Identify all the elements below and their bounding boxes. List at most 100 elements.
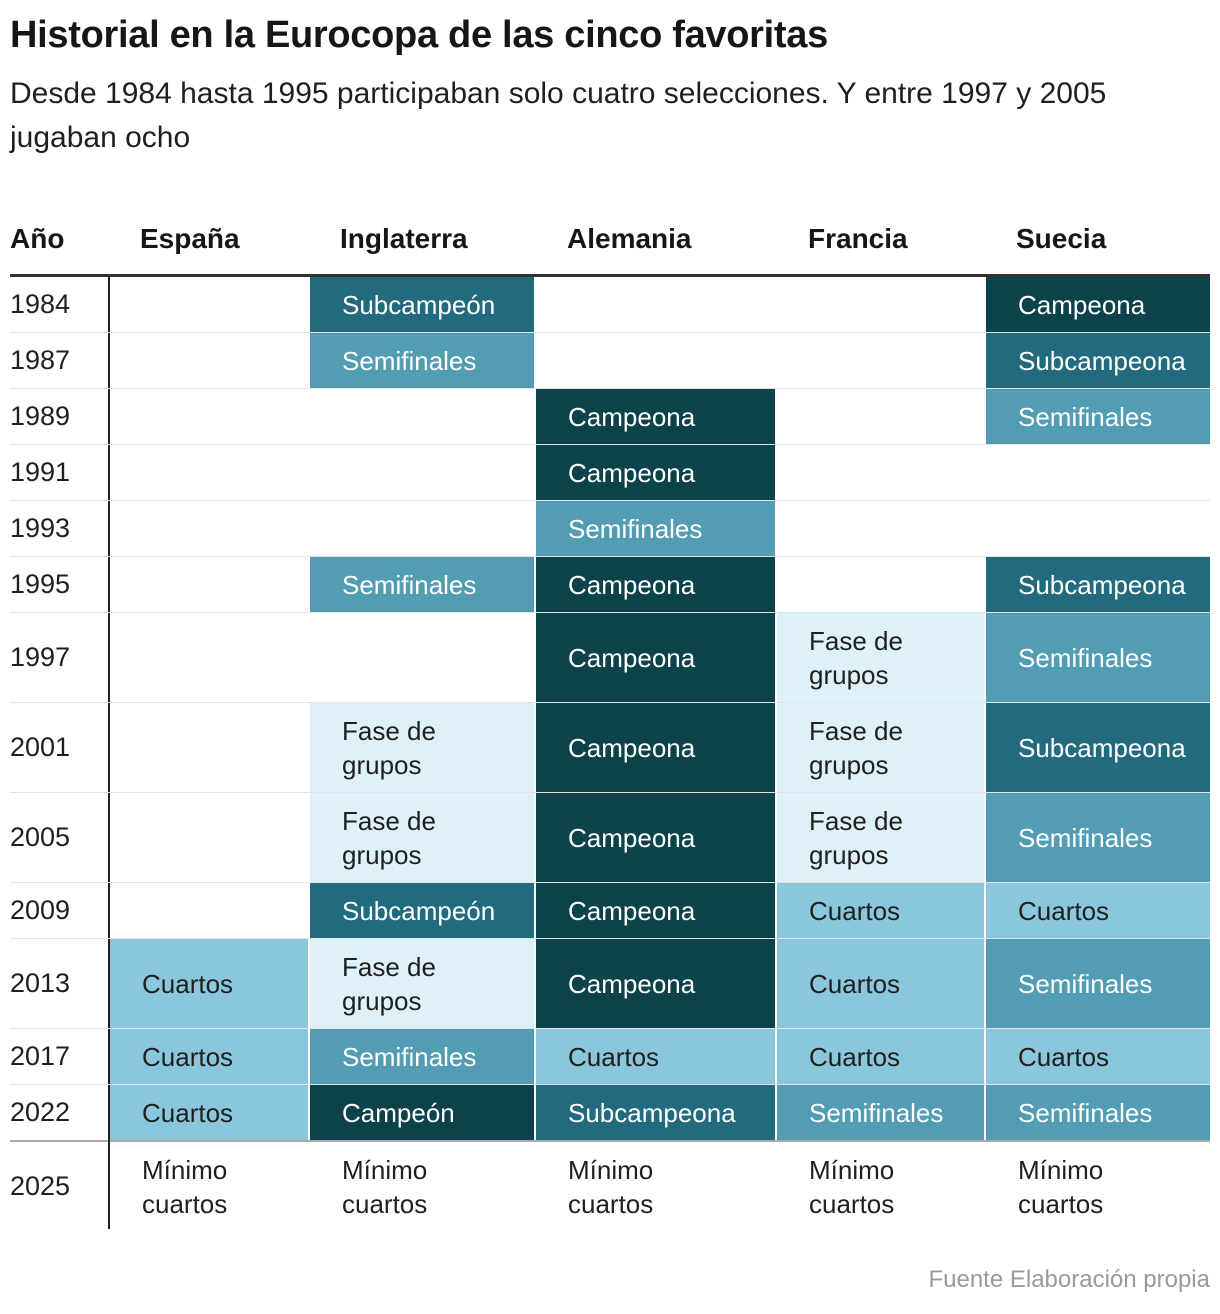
result-label: Cuartos: [142, 1097, 234, 1128]
row-divider: [10, 612, 1210, 613]
result-cell-alemania-1989: Campeona: [536, 389, 775, 444]
result-cell-francia-1997: Fase de grupos: [777, 613, 984, 702]
row-divider: [10, 444, 1210, 445]
result-cell-suecia-2025: Mínimo cuartos: [986, 1143, 1210, 1230]
year-label-1993: 1993: [10, 513, 71, 543]
result-cell-alemania-2005: Campeona: [536, 793, 775, 882]
result-cell-suecia-2005: Semifinales: [986, 793, 1210, 882]
result-label: Subcampeona: [1018, 732, 1186, 763]
result-cell-alemania-1993: Semifinales: [536, 501, 775, 556]
result-label: Mínimo cuartos: [342, 1154, 428, 1219]
result-cell-alemania-1991: Campeona: [536, 445, 775, 500]
result-label: Semifinales: [1018, 401, 1153, 432]
year-label-1997: 1997: [10, 642, 71, 672]
result-label: Campeona: [568, 895, 696, 926]
year-label-2025: 2025: [10, 1171, 71, 1201]
year-label-2013: 2013: [10, 968, 71, 998]
result-label: Campeona: [568, 569, 696, 600]
result-label: Cuartos: [1018, 1041, 1110, 1072]
team-header-suecia: Suecia: [1016, 223, 1107, 254]
row-divider: [10, 882, 1210, 883]
team-header-francia: Francia: [808, 223, 908, 254]
result-cell-suecia-2001: Subcampeona: [986, 703, 1210, 792]
year-column-divider: [108, 277, 110, 1229]
year-label-2001: 2001: [10, 732, 71, 762]
year-label-1995: 1995: [10, 569, 71, 599]
result-label: Fase de grupos: [342, 715, 436, 780]
result-label: Fase de grupos: [342, 951, 436, 1016]
result-label: Mínimo cuartos: [809, 1154, 895, 1219]
result-cell-francia-2022: Semifinales: [777, 1085, 984, 1140]
result-cell-suecia-2022: Semifinales: [986, 1085, 1210, 1140]
result-cell-francia-2017: Cuartos: [777, 1029, 984, 1084]
result-cell-francia-2001: Fase de grupos: [777, 703, 984, 792]
result-cell-suecia-1989: Semifinales: [986, 389, 1210, 444]
year-label-2022: 2022: [10, 1097, 71, 1127]
result-cell-francia-2005: Fase de grupos: [777, 793, 984, 882]
year-label-1987: 1987: [10, 345, 71, 375]
year-label-1984: 1984: [10, 289, 71, 319]
result-cell-inglaterra-1984: Subcampeón: [310, 277, 534, 332]
year-label-1991: 1991: [10, 457, 71, 487]
result-cell-inglaterra-1987: Semifinales: [310, 333, 534, 388]
team-header-espana: España: [140, 223, 240, 254]
result-cell-inglaterra-2025: Mínimo cuartos: [310, 1143, 534, 1230]
year-label-2017: 2017: [10, 1041, 71, 1071]
result-cell-suecia-1987: Subcampeona: [986, 333, 1210, 388]
result-label: Campeona: [568, 968, 696, 999]
result-cell-espana-2025: Mínimo cuartos: [110, 1143, 308, 1230]
chart-title: Historial en la Eurocopa de las cinco fa…: [10, 14, 828, 56]
result-label: Semifinales: [809, 1097, 944, 1128]
row-divider: [10, 702, 1210, 703]
result-cell-alemania-1997: Campeona: [536, 613, 775, 702]
result-label: Semifinales: [342, 569, 477, 600]
result-label: Cuartos: [142, 1041, 234, 1072]
result-label: Campeona: [568, 732, 696, 763]
result-label: Campeona: [568, 642, 696, 673]
row-divider: [10, 1028, 1210, 1029]
result-label: Campeona: [568, 822, 696, 853]
result-cell-alemania-2025: Mínimo cuartos: [536, 1143, 775, 1230]
result-label: Mínimo cuartos: [1018, 1154, 1104, 1219]
result-cell-suecia-1984: Campeona: [986, 277, 1210, 332]
result-label: Cuartos: [1018, 895, 1110, 926]
result-label: Subcampeón: [342, 895, 496, 926]
row-divider: [10, 388, 1210, 389]
result-cell-inglaterra-1995: Semifinales: [310, 557, 534, 612]
result-label: Subcampeona: [1018, 345, 1186, 376]
result-label: Cuartos: [568, 1041, 660, 1072]
final-row-rule: [10, 1140, 1210, 1142]
result-cell-francia-2009: Cuartos: [777, 883, 984, 938]
result-cell-inglaterra-2009: Subcampeón: [310, 883, 534, 938]
header-rule: [10, 274, 1210, 277]
result-label: Semifinales: [1018, 1097, 1153, 1128]
result-label: Mínimo cuartos: [142, 1154, 228, 1219]
chart-subtitle: Desde 1984 hasta 1995 participaban solo …: [10, 77, 1107, 154]
year-label-1989: 1989: [10, 401, 71, 431]
row-divider: [10, 500, 1210, 501]
result-cell-alemania-1995: Campeona: [536, 557, 775, 612]
result-label: Fase de grupos: [809, 715, 903, 780]
result-cell-suecia-1995: Subcampeona: [986, 557, 1210, 612]
result-cell-suecia-2009: Cuartos: [986, 883, 1210, 938]
result-cell-francia-2025: Mínimo cuartos: [777, 1143, 984, 1230]
team-header-inglaterra: Inglaterra: [340, 223, 468, 254]
result-cell-inglaterra-2005: Fase de grupos: [310, 793, 534, 882]
result-cell-suecia-1997: Semifinales: [986, 613, 1210, 702]
result-cell-espana-2013: Cuartos: [110, 939, 308, 1028]
result-cell-inglaterra-2001: Fase de grupos: [310, 703, 534, 792]
result-label: Fase de grupos: [809, 805, 903, 870]
row-divider: [10, 1084, 1210, 1085]
year-label-2009: 2009: [10, 895, 71, 925]
source-note: Fuente Elaboración propia: [928, 1266, 1210, 1293]
result-cell-alemania-2022: Subcampeona: [536, 1085, 775, 1140]
result-cell-suecia-2017: Cuartos: [986, 1029, 1210, 1084]
result-label: Subcampeón: [342, 289, 496, 320]
result-cell-espana-2017: Cuartos: [110, 1029, 308, 1084]
result-label: Semifinales: [568, 513, 703, 544]
result-label: Campeón: [342, 1097, 455, 1128]
result-cell-inglaterra-2017: Semifinales: [310, 1029, 534, 1084]
result-label: Mínimo cuartos: [568, 1154, 654, 1219]
result-cell-alemania-2013: Campeona: [536, 939, 775, 1028]
